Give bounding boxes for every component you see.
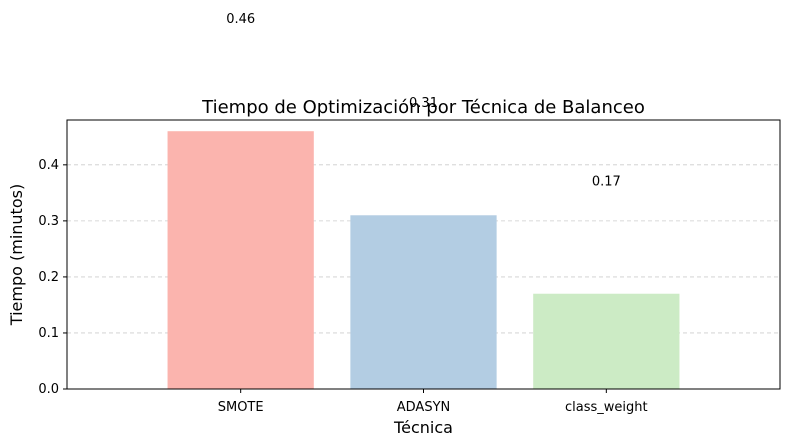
- y-axis-label: Tiempo (minutos): [7, 184, 26, 326]
- y-tick-label: 0.1: [38, 326, 59, 341]
- bars: [167, 131, 680, 390]
- data-label: 0.17: [592, 175, 621, 190]
- x-tick-label: ADASYN: [397, 400, 451, 415]
- x-axis-label: Técnica: [393, 418, 453, 437]
- y-tick-label: 0.2: [38, 270, 59, 285]
- bar-class-weight: [533, 293, 680, 389]
- x-tick-label: class_weight: [565, 400, 648, 415]
- y-tick-label: 0.4: [38, 158, 59, 173]
- data-label: 0.46: [226, 12, 255, 27]
- y-axis: 0.0 0.1 0.2 0.3 0.4: [38, 158, 67, 397]
- y-tick-label: 0.3: [38, 214, 59, 229]
- data-label: 0.31: [409, 96, 438, 111]
- data-labels: 0.46 0.31 0.17: [226, 12, 621, 190]
- chart-title: Tiempo de Optimización por Técnica de Ba…: [201, 97, 645, 118]
- x-tick-label: SMOTE: [218, 400, 264, 415]
- bar-adasyn: [350, 215, 497, 389]
- x-axis: SMOTE ADASYN class_weight: [218, 389, 648, 415]
- bar-smote: [167, 131, 314, 390]
- y-tick-label: 0.0: [38, 382, 59, 397]
